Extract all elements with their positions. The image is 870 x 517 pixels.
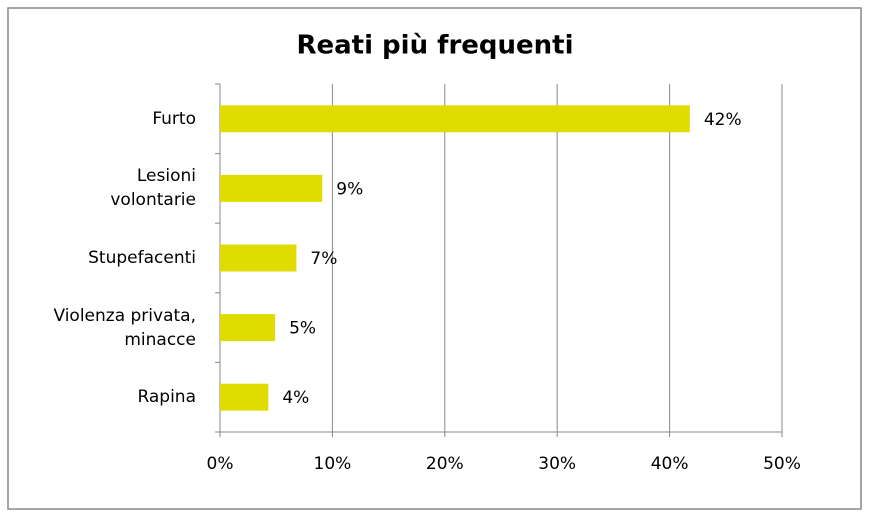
bar: [220, 314, 276, 342]
bar: [220, 244, 297, 272]
data-label: 42%: [704, 110, 742, 130]
bar: [220, 174, 323, 202]
bar: [220, 105, 690, 133]
data-label: 9%: [336, 179, 363, 199]
y-tick-label: Violenza privata, minacce: [53, 305, 196, 350]
x-tick-label: 30%: [538, 454, 576, 474]
x-tick-label: 10%: [314, 454, 352, 474]
y-tick-label: Rapina: [137, 387, 196, 408]
y-tick-label: Lesioni volontarie: [110, 166, 196, 211]
y-tick-label: Furto: [152, 108, 196, 129]
x-tick-label: 20%: [426, 454, 464, 474]
x-tick-label: 40%: [651, 454, 689, 474]
chart-frame: [7, 7, 862, 510]
data-label: 4%: [282, 388, 309, 408]
chart-title: Reati più frequenti: [296, 31, 573, 61]
y-tick-label: Stupefacenti: [88, 248, 196, 268]
x-tick-label: 0%: [207, 454, 234, 474]
data-label: 7%: [310, 249, 337, 269]
bar: [220, 383, 269, 411]
data-label: 5%: [289, 319, 316, 339]
x-tick-label: 50%: [763, 454, 801, 474]
